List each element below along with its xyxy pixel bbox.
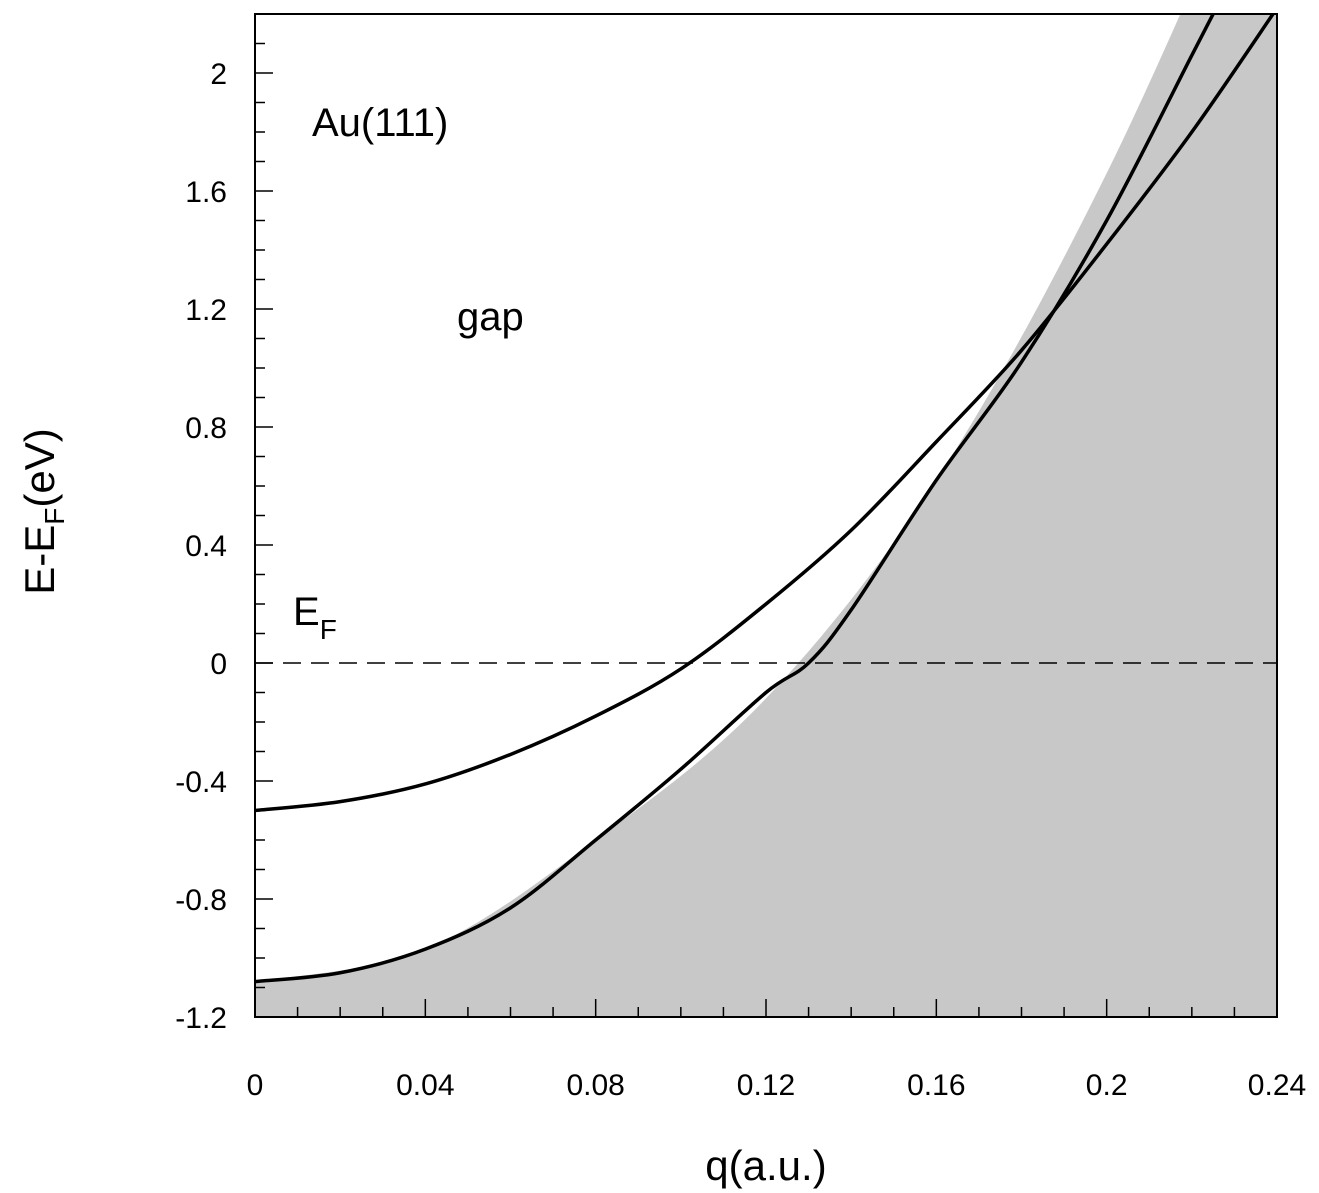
y-axis-title-tail: (eV) xyxy=(16,428,63,507)
x-tick-label: 0.12 xyxy=(737,1069,795,1102)
bulk-continuum-fill xyxy=(255,14,1277,1017)
y-axis-title: E-EF(eV) xyxy=(16,428,70,594)
bulk-continuum-region xyxy=(255,14,1277,1017)
tick-labels: 0 0.04 0.08 0.12 0.16 0.2 0.24 -1.2 -0.8 -0.4 0 0.4… xyxy=(175,58,1306,1102)
y-tick-label: 1.2 xyxy=(185,294,227,327)
y-tick-label: 0 xyxy=(210,648,227,681)
dispersion-curves xyxy=(255,14,1276,984)
y-axis-title-subscript: F xyxy=(39,508,70,525)
series-curve-1 xyxy=(255,14,1276,813)
fermi-label-subscript: F xyxy=(320,614,337,645)
x-tick-label: 0 xyxy=(247,1069,264,1102)
y-tick-label: 1.6 xyxy=(185,176,227,209)
y-tick-label: 0.8 xyxy=(185,412,227,445)
y-tick-label: -0.8 xyxy=(175,884,227,917)
svg-text:E-EF(eV): E-EF(eV) xyxy=(16,428,70,594)
x-tick-label: 0.04 xyxy=(396,1069,454,1102)
material-label: Au(111) xyxy=(312,101,448,145)
x-tick-label: 0.2 xyxy=(1086,1069,1128,1102)
series-curve-2 xyxy=(255,14,1215,984)
x-tick-label: 0.24 xyxy=(1248,1069,1306,1102)
y-tick-label: 0.4 xyxy=(185,530,227,563)
x-tick-label: 0.16 xyxy=(907,1069,965,1102)
gap-label: gap xyxy=(457,295,524,339)
axis-ticks xyxy=(254,13,1278,1018)
x-axis-title: q(a.u.) xyxy=(705,1142,826,1189)
y-tick-label: 2 xyxy=(210,58,227,91)
fermi-label: EF xyxy=(293,590,337,645)
y-axis-title-main: E-E xyxy=(16,525,63,595)
x-tick-label: 0.08 xyxy=(566,1069,624,1102)
y-tick-label: -0.4 xyxy=(175,766,227,799)
fermi-label-main: E xyxy=(293,590,320,634)
y-tick-label: -1.2 xyxy=(175,1002,227,1035)
